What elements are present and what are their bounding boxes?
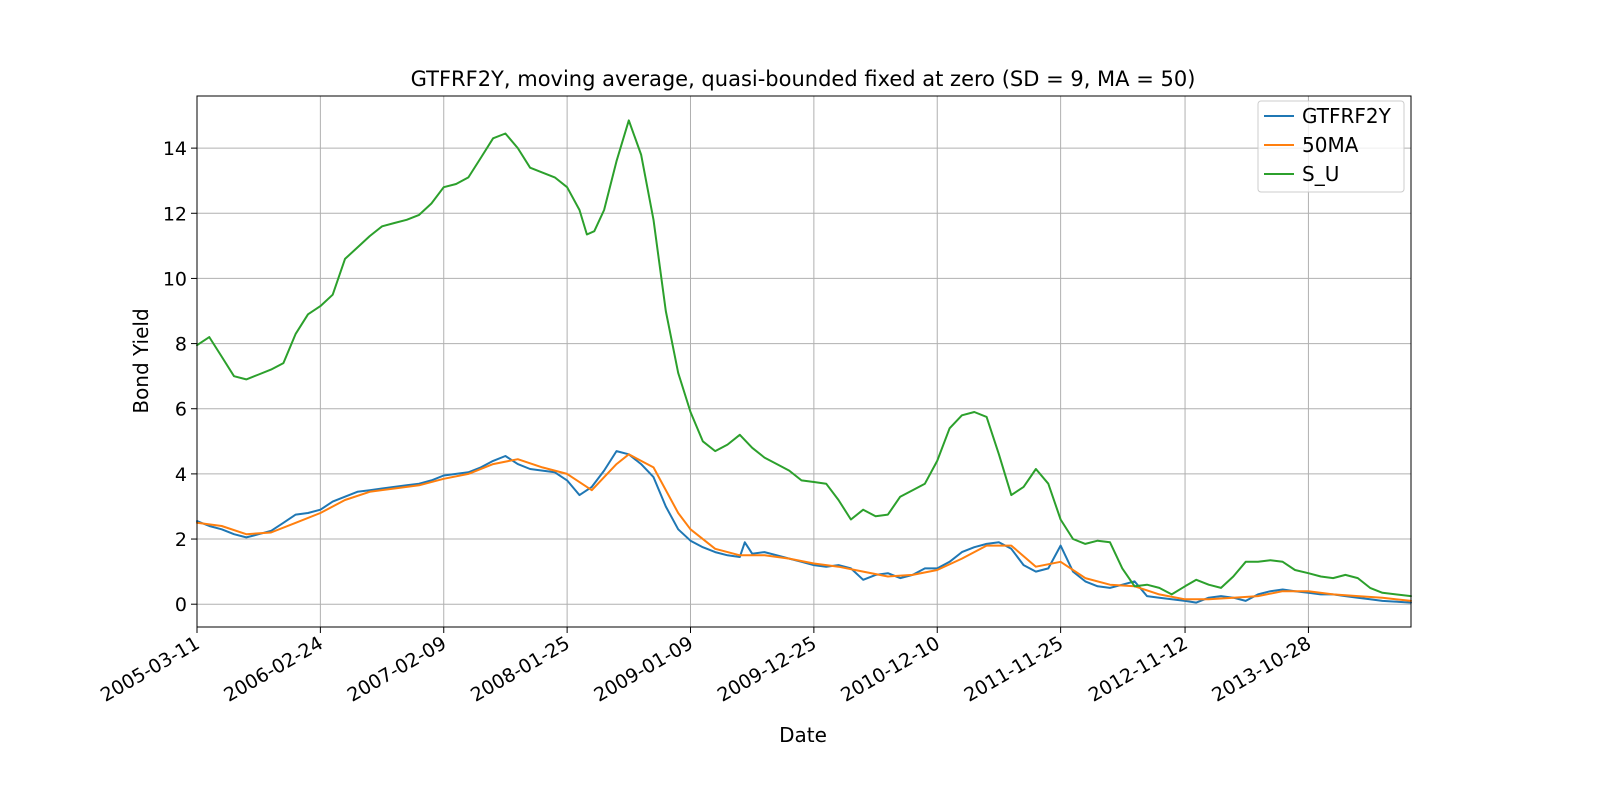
x-axis-label: Date bbox=[779, 723, 827, 747]
x-tick-label: 2009-12-25 bbox=[714, 632, 821, 706]
x-tick-label: 2013-10-28 bbox=[1208, 632, 1315, 706]
x-tick-label: 2008-01-25 bbox=[467, 632, 574, 706]
legend-label: 50MA bbox=[1302, 133, 1359, 157]
y-tick-label: 0 bbox=[175, 594, 187, 616]
series-line-50ma bbox=[196, 453, 1412, 602]
legend: GTFRF2Y 50MA S_U bbox=[1257, 100, 1405, 193]
y-axis: 0 2 4 6 8 10 12 14 bbox=[163, 138, 197, 616]
x-tick-label: 2011-11-25 bbox=[960, 632, 1067, 706]
legend-label: GTFRF2Y bbox=[1302, 104, 1392, 128]
x-tick-label: 2010-12-10 bbox=[837, 632, 944, 706]
grid bbox=[196, 96, 1411, 627]
x-axis: 2005-03-11 2006-02-24 2007-02-09 2008-01-25… bbox=[97, 627, 1315, 707]
legend-label: S_U bbox=[1302, 162, 1339, 186]
y-tick-label: 6 bbox=[175, 399, 187, 421]
x-tick-label: 2005-03-11 bbox=[97, 632, 204, 706]
y-tick-label: 14 bbox=[163, 138, 187, 160]
x-tick-label: 2009-01-09 bbox=[590, 632, 697, 706]
legend-box bbox=[1257, 100, 1405, 193]
y-tick-label: 12 bbox=[163, 203, 187, 225]
y-tick-label: 4 bbox=[175, 464, 187, 486]
series-layer bbox=[196, 119, 1412, 604]
y-tick-label: 10 bbox=[163, 268, 187, 290]
plot-frame bbox=[196, 95, 1412, 628]
x-tick-label: 2006-02-24 bbox=[220, 632, 327, 706]
x-tick-label: 2012-11-12 bbox=[1085, 632, 1192, 706]
y-tick-label: 2 bbox=[175, 529, 187, 551]
x-tick-label: 2007-02-09 bbox=[344, 632, 451, 706]
y-axis-label: Bond Yield bbox=[129, 308, 153, 413]
series-line-s-u bbox=[196, 119, 1412, 598]
y-tick-label: 8 bbox=[175, 334, 187, 356]
chart-title: GTFRF2Y, moving average, quasi-bounded f… bbox=[411, 67, 1196, 91]
